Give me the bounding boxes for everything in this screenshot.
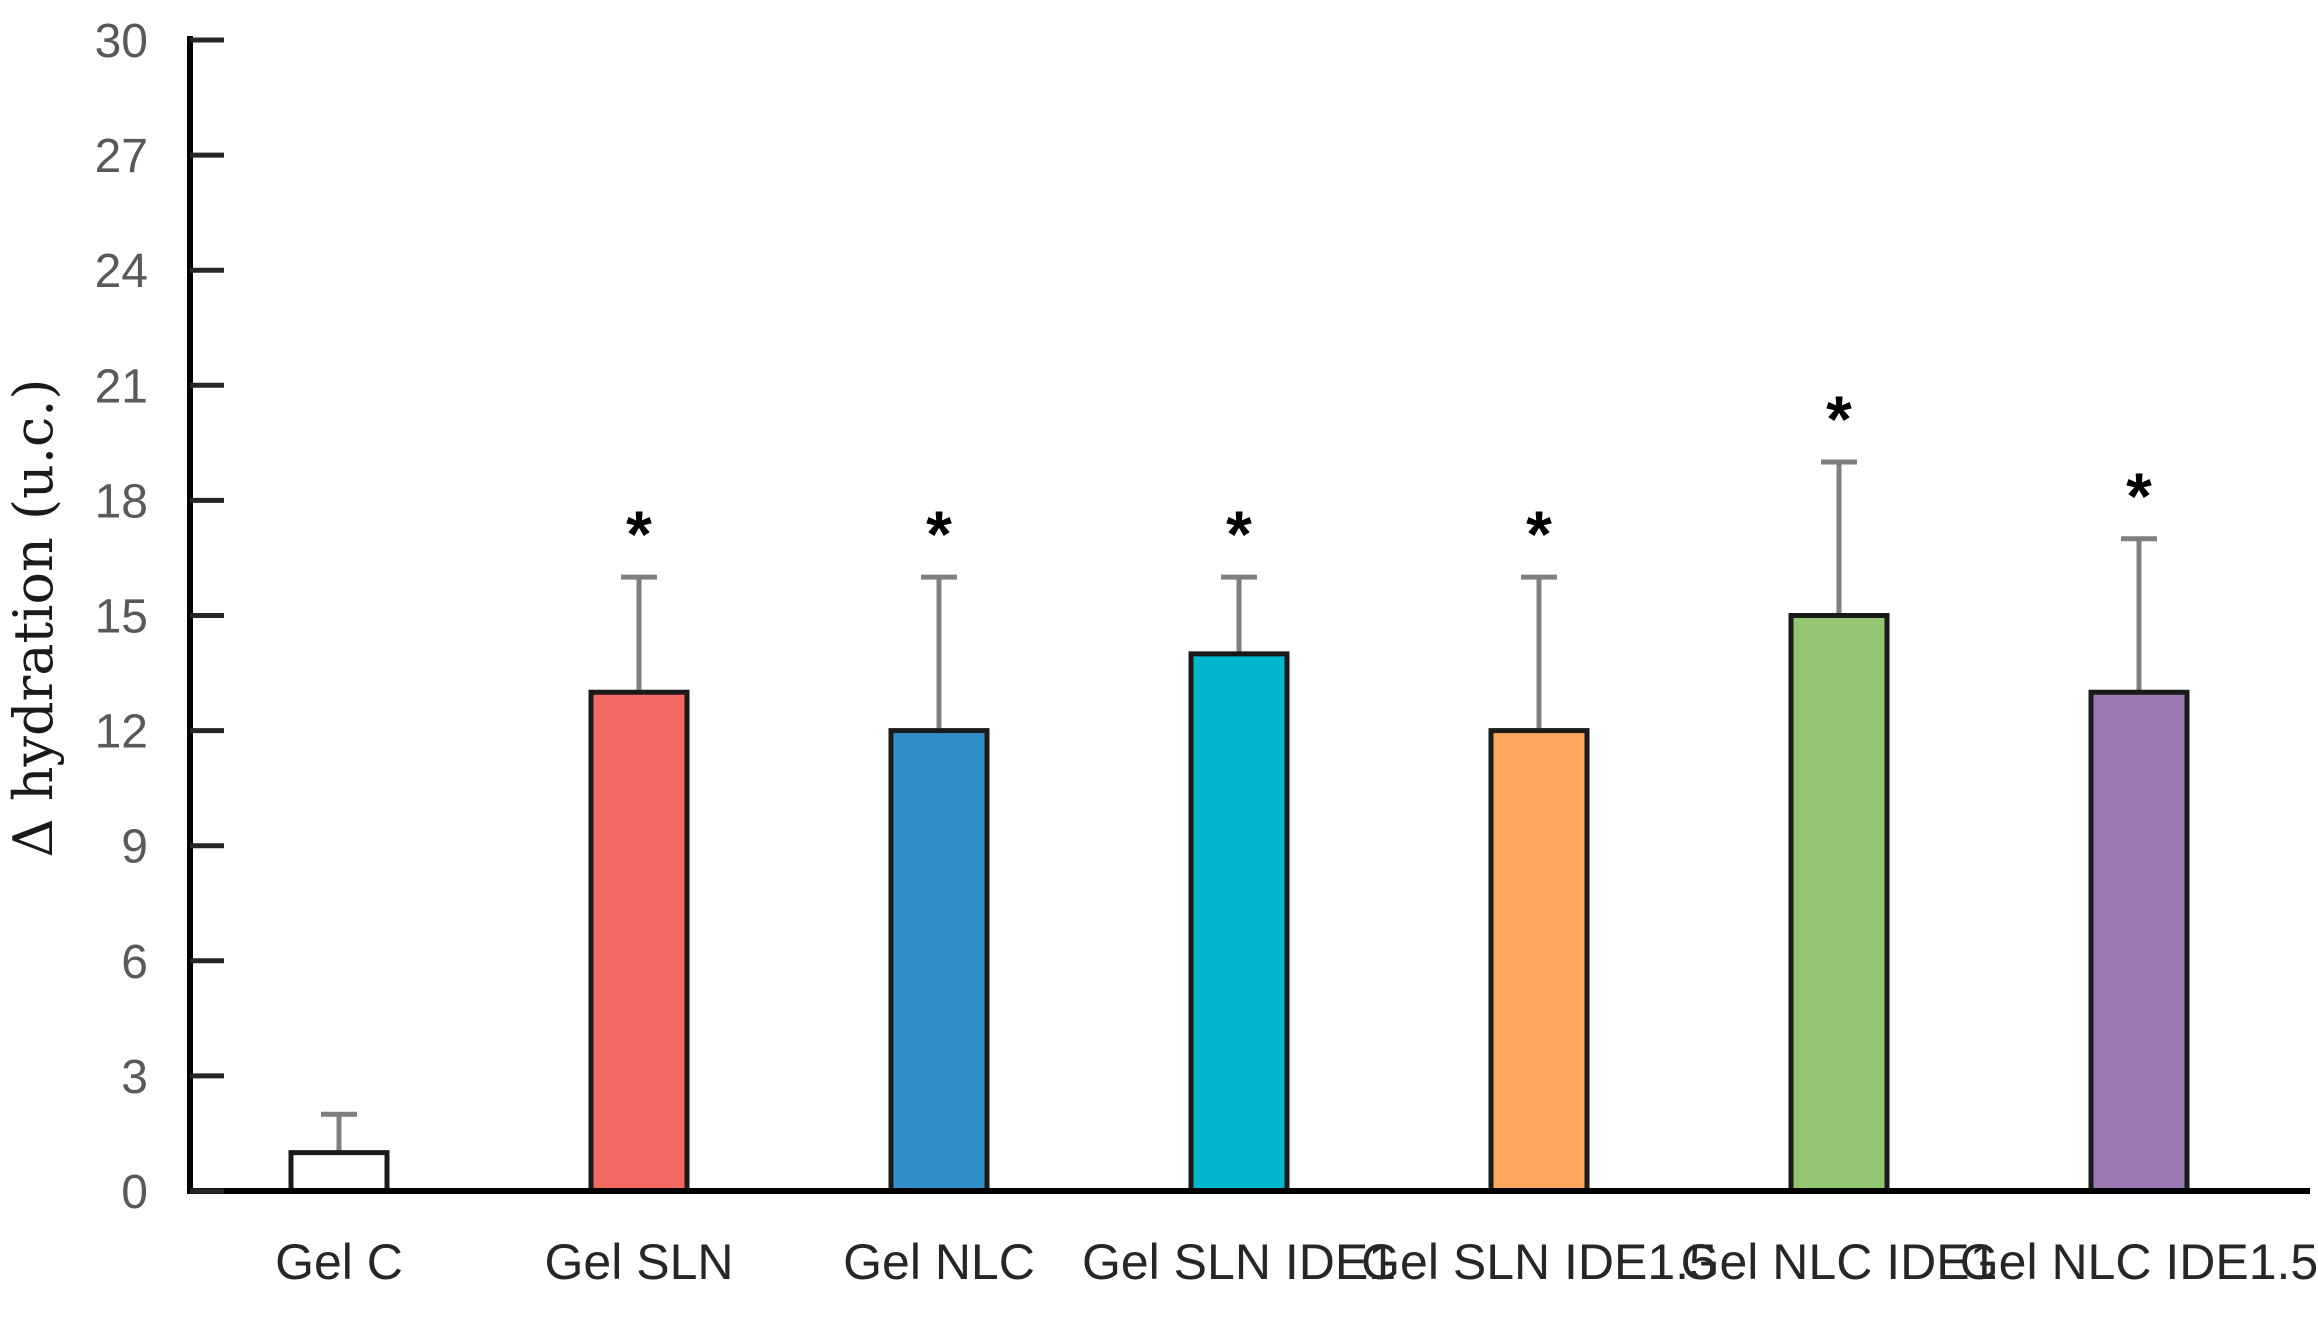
bar-gel-nlc-ide1 — [1788, 613, 1890, 1194]
y-tick-label: 6 — [121, 936, 148, 989]
y-tick-label: 9 — [121, 821, 148, 874]
y-tick-labels: 0 3 6 9 12 15 18 21 24 27 30 — [95, 15, 148, 1219]
axes — [187, 36, 2310, 1194]
bar-gel-sln-ide1-5 — [1488, 728, 1590, 1194]
y-axis-title: Δ hydration (u.c.) — [2, 379, 65, 858]
significance-asterisk-gel-sln: * — [626, 497, 652, 571]
significance-asterisk-gel-sln-ide1-5: * — [1526, 497, 1552, 571]
bar-gel-nlc-ide1-5 — [2088, 689, 2190, 1194]
y-tick-label: 21 — [95, 360, 148, 413]
bars — [288, 613, 2190, 1194]
x-category-label-gel-sln-ide1: Gel SLN IDE1 — [1082, 1234, 1396, 1290]
significance-markers: * * * * * * — [626, 382, 2152, 571]
bar-gel-nlc — [888, 728, 990, 1194]
significance-asterisk-gel-nlc: * — [926, 497, 952, 571]
significance-asterisk-gel-nlc-ide1-5: * — [2126, 459, 2152, 533]
x-category-label-gel-sln: Gel SLN — [545, 1234, 734, 1290]
y-tick-label: 27 — [95, 130, 148, 183]
bar-gel-sln-ide1 — [1188, 651, 1290, 1194]
error-bars — [321, 459, 2157, 1153]
x-category-label-gel-nlc-ide1: Gel NLC IDE1 — [1681, 1234, 1998, 1290]
x-category-label-gel-sln-ide1-5: Gel SLN IDE1.5 — [1361, 1234, 1717, 1290]
y-tick-label: 24 — [95, 245, 148, 298]
y-tick-label: 0 — [121, 1166, 148, 1219]
y-tick-label: 12 — [95, 706, 148, 759]
significance-asterisk-gel-nlc-ide1: * — [1826, 382, 1852, 456]
y-tick-label: 30 — [95, 15, 148, 68]
significance-asterisk-gel-sln-ide1: * — [1226, 497, 1252, 571]
y-tick-label: 15 — [95, 591, 148, 644]
y-tick-label: 3 — [121, 1051, 148, 1104]
x-category-label-gel-c: Gel C — [275, 1234, 403, 1290]
bar-gel-c — [288, 1150, 390, 1194]
x-category-label-gel-nlc-ide1-5: Gel NLC IDE1.5 — [1960, 1234, 2318, 1290]
y-tick-label: 18 — [95, 475, 148, 528]
x-category-label-gel-nlc: Gel NLC — [843, 1234, 1035, 1290]
bar-gel-sln — [588, 689, 690, 1194]
